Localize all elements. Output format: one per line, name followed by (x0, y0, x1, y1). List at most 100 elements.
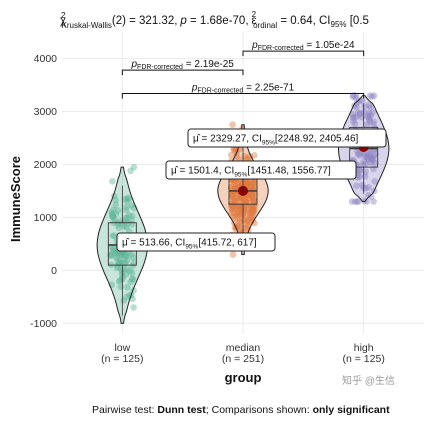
mean-label-mu: μ̂ = 513.66, CI (122, 237, 185, 249)
data-point (368, 193, 375, 201)
data-point (365, 184, 373, 191)
x-tick-count: (n = 125) (343, 353, 385, 365)
data-point (115, 224, 123, 232)
data-point (232, 190, 240, 197)
data-point (235, 208, 242, 216)
caption-prefix: Pairwise test: (92, 404, 157, 416)
data-point (248, 191, 256, 199)
watermark: 知乎 @生信 (342, 374, 395, 387)
data-point (351, 120, 359, 128)
y-tick-label: -1000 (30, 318, 57, 330)
data-point (365, 156, 372, 163)
data-point (352, 114, 360, 121)
data-point (229, 203, 237, 211)
stat-sub: Kruskal-Wallis (62, 21, 112, 30)
data-point (368, 93, 376, 100)
data-point (109, 210, 116, 218)
data-point (244, 216, 252, 224)
effect-rest: = 0.64, CI (277, 15, 330, 27)
x-tick-count: (n = 125) (101, 353, 143, 365)
data-point (120, 222, 128, 230)
data-point (368, 155, 375, 162)
data-point (107, 251, 115, 258)
data-point (130, 304, 137, 311)
data-point (240, 179, 247, 186)
data-point (243, 178, 250, 185)
data-point (125, 195, 133, 203)
data-point (124, 284, 131, 291)
data-point (121, 195, 129, 203)
comparison-bracket (121, 69, 244, 76)
data-point (231, 183, 239, 191)
mean-label-ci-sub: 95% (185, 244, 198, 251)
data-point (109, 178, 116, 185)
data-point (349, 93, 357, 100)
data-point (250, 196, 258, 204)
data-point (353, 99, 361, 106)
data-point (234, 203, 241, 211)
comparison-p-sub: FDR-corrected (258, 45, 304, 52)
data-point (111, 249, 119, 256)
data-point (230, 178, 238, 186)
data-point (227, 151, 235, 159)
data-point (235, 208, 243, 215)
effect-sub: ordinal (253, 21, 277, 30)
data-point (229, 121, 236, 129)
data-point (234, 214, 241, 222)
effect-name: ε (252, 15, 257, 27)
data-point (245, 194, 253, 202)
data-point (372, 150, 379, 158)
comparison-p: p (191, 82, 198, 93)
data-point (232, 213, 239, 220)
data-point (227, 201, 235, 209)
data-point (247, 209, 255, 216)
data-point (235, 223, 243, 230)
data-point (110, 206, 117, 213)
data-point (247, 208, 255, 215)
data-point (122, 270, 130, 278)
data-point (370, 152, 378, 160)
data-point (116, 250, 124, 258)
data-point (231, 197, 239, 205)
mean-label-box (187, 128, 387, 148)
data-point (248, 182, 256, 190)
data-point (129, 254, 137, 261)
data-point (127, 167, 134, 175)
data-point (239, 194, 247, 202)
data-point (233, 153, 240, 160)
data-point (238, 206, 246, 214)
data-point (128, 212, 136, 220)
data-point (130, 163, 138, 171)
data-point (129, 275, 137, 283)
data-point (356, 167, 364, 174)
data-point (365, 114, 373, 122)
data-point (123, 214, 131, 222)
data-point (248, 192, 255, 200)
data-point (370, 121, 377, 128)
data-point (365, 151, 373, 158)
data-point (243, 220, 250, 228)
data-point (123, 253, 130, 260)
data-point (371, 178, 379, 185)
data-point (118, 250, 126, 258)
data-point (351, 198, 359, 205)
data-point (228, 204, 235, 211)
data-point (250, 179, 258, 186)
mean-label-text: μ̂ = 513.66, CI95%[415.72, 617] (122, 237, 257, 251)
data-point (360, 160, 367, 168)
data-point (242, 224, 250, 232)
stat-name: χ (60, 15, 66, 27)
data-point (237, 195, 244, 202)
data-point (247, 180, 255, 188)
data-point (117, 256, 124, 263)
data-point (247, 214, 255, 221)
x-tick-label: low (114, 342, 130, 354)
p-value: = 1.68e-70, (187, 15, 249, 27)
data-point (370, 92, 378, 99)
data-point (243, 181, 251, 188)
y-tick-label: 4000 (34, 53, 58, 65)
data-point (369, 154, 376, 162)
data-point (250, 205, 258, 212)
comparison-p: p (251, 40, 258, 51)
data-point (365, 109, 373, 117)
